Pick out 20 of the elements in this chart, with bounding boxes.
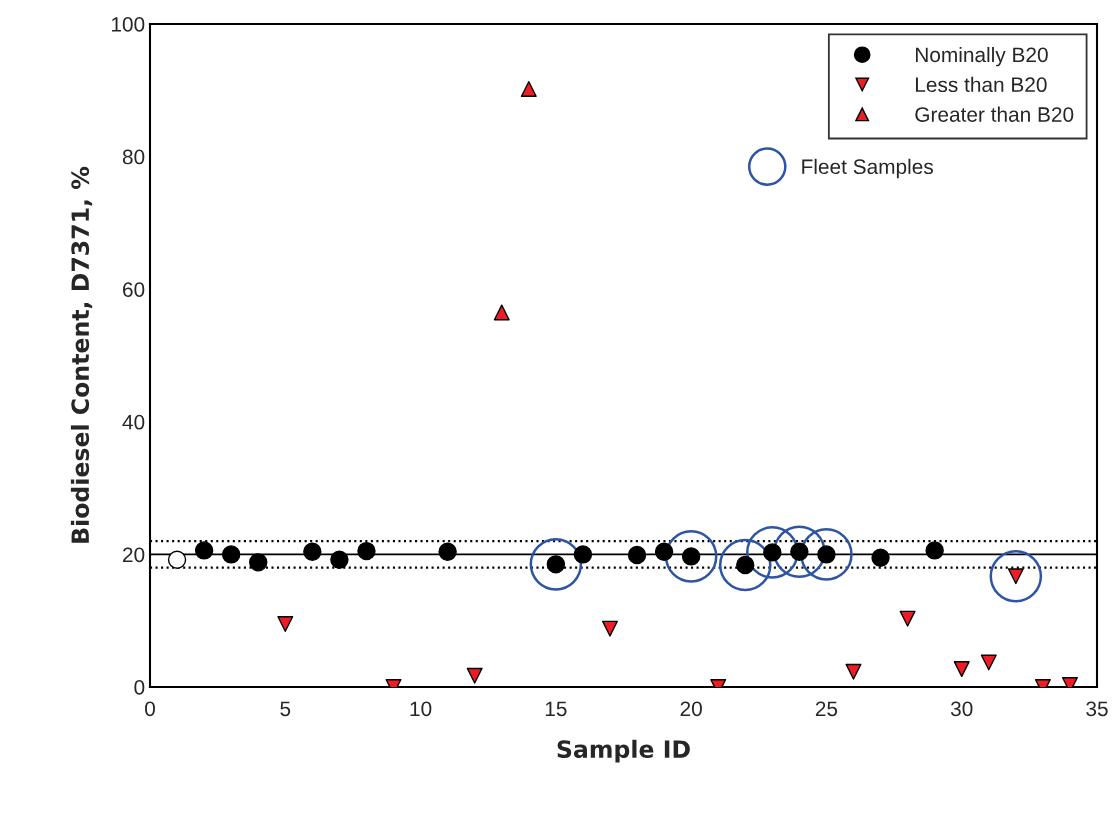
legend-label: Less than B20 [915,76,1047,93]
legend-label: Nominally B20 [915,46,1048,67]
y-tick-label: 0 [134,680,145,695]
y-axis-title: Biodiesel Content, D7371, % [70,166,93,543]
x-tick-label: 15 [545,701,567,717]
y-tick-label: 80 [122,149,145,165]
y-tick-label: 60 [123,282,145,297]
x-tick-label: 5 [280,701,291,717]
x-tick-label: 0 [145,701,155,717]
y-tick-label: 100 [111,17,145,32]
x-tick-label: 25 [815,701,838,717]
y-tick-label: 40 [122,414,145,430]
x-tick-label: 20 [680,701,702,717]
x-tick-label: 35 [1086,701,1108,717]
x-tick-label: 30 [950,701,973,717]
x-axis-title: Sample ID [557,739,690,763]
legend-label: Fleet Samples [802,158,933,179]
x-tick-label: 10 [410,701,432,717]
legend-label: Greater than B20 [915,106,1074,122]
y-tick-label: 20 [123,547,145,563]
